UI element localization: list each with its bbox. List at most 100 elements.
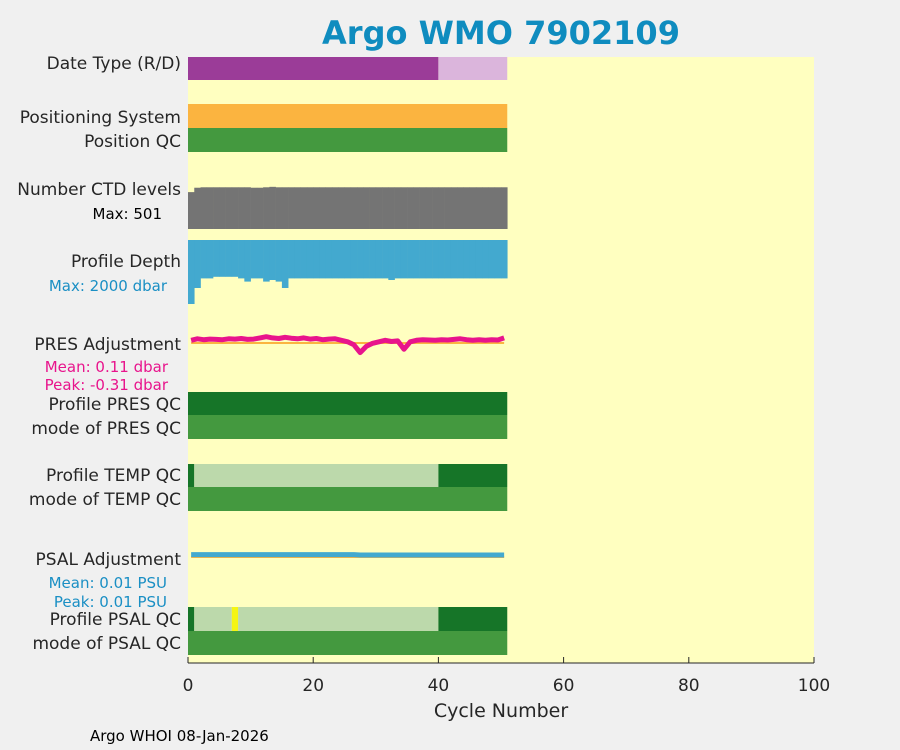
profile-depth-bar <box>375 240 383 279</box>
ctd-level-bar <box>350 187 358 229</box>
profile-depth-bar <box>369 240 377 279</box>
profile-depth-bar <box>400 240 408 279</box>
bar-positioning-system-0 <box>188 104 508 128</box>
label-positioning-system: Positioning System <box>20 108 181 128</box>
bar-date-type-r-d--0 <box>188 57 439 80</box>
profile-depth-bar <box>319 240 327 279</box>
ctd-level-bar <box>313 187 320 229</box>
profile-depth-bar <box>344 240 352 279</box>
ctd-level-bar <box>225 187 233 229</box>
ctd-level-bar <box>263 187 270 229</box>
ctd-level-bar <box>194 187 201 229</box>
ctd-level-bar <box>425 187 433 229</box>
ctd-level-bar <box>331 187 339 229</box>
profile-depth-bar <box>419 240 427 279</box>
profile-depth-bar <box>469 240 477 279</box>
profile-depth-bar <box>200 240 208 279</box>
profile-depth-bar <box>388 240 395 280</box>
label-profile-psal-qc: Profile PSAL QC <box>50 610 181 630</box>
profile-depth-bar <box>450 240 458 279</box>
label-date-type: Date Type (R/D) <box>47 54 181 74</box>
profile-depth-bar <box>425 240 433 279</box>
profile-depth-bar <box>306 240 314 279</box>
ctd-level-bar <box>457 187 464 229</box>
label-psal-mean: Mean: 0.01 PSU <box>49 574 167 592</box>
profile-depth-bar <box>432 240 439 279</box>
label-pres-mean: Mean: 0.11 dbar <box>45 358 169 376</box>
profile-depth-bar <box>206 240 214 279</box>
ctd-level-bar <box>438 187 445 229</box>
pres-adjustment-line <box>190 334 505 356</box>
ctd-level-bar <box>319 187 327 229</box>
x-tick-label: 20 <box>302 676 324 696</box>
profile-depth-bar <box>269 240 276 280</box>
ctd-level-bar <box>238 187 245 229</box>
ctd-level-bar <box>256 187 264 229</box>
ctd-level-bar <box>250 187 258 229</box>
ctd-level-bar <box>219 187 226 229</box>
label-mode-psal-qc: mode of PSAL QC <box>32 634 181 654</box>
profile-depth-bar <box>482 240 489 279</box>
chart-marks <box>188 57 508 655</box>
label-pres-peak: Peak: -0.31 dbar <box>45 376 169 394</box>
ctd-level-bar <box>357 187 364 229</box>
profile-depth-bar <box>275 240 283 282</box>
profile-depth-bar <box>219 240 226 277</box>
ctd-level-bar <box>482 187 489 229</box>
chart-title: Argo WMO 7902109 <box>322 14 680 52</box>
profile-depth-bar <box>407 240 414 279</box>
bar-mode-of-pres-qc-0 <box>188 415 508 439</box>
label-pres-adjustment: PRES Adjustment <box>34 335 181 355</box>
profile-depth-bar <box>382 240 389 279</box>
ctd-level-bar <box>432 187 439 229</box>
ctd-level-bar <box>469 187 477 229</box>
bar-profile-temp-qc-2 <box>438 464 508 487</box>
profile-depth-bar <box>281 240 289 288</box>
ctd-level-bar <box>213 187 220 229</box>
label-profile-depth: Profile Depth <box>71 252 181 272</box>
profile-depth-bar <box>350 240 358 279</box>
bar-mode-of-psal-qc-0 <box>188 631 508 655</box>
ctd-level-bar <box>419 187 427 229</box>
x-tick-label: 60 <box>553 676 575 696</box>
profile-depth-bar <box>288 240 295 279</box>
label-position-qc: Position QC <box>84 132 181 152</box>
profile-depth-bar <box>438 240 445 279</box>
plot-area <box>188 57 814 663</box>
x-tick-label: 40 <box>428 676 450 696</box>
ctd-level-bar <box>363 187 370 229</box>
label-num-ctd-levels: Number CTD levels <box>17 180 181 200</box>
profile-depth-bar <box>363 240 370 279</box>
bar-profile-temp-qc-1 <box>194 464 439 487</box>
profile-depth-bar <box>494 240 502 279</box>
bar-profile-temp-qc-0 <box>188 464 195 487</box>
profile-depth-bar <box>463 240 470 279</box>
profile-depth-bar <box>263 240 270 282</box>
x-tick-label: 100 <box>798 676 830 696</box>
ctd-level-bar <box>375 187 383 229</box>
ctd-level-bar <box>231 187 239 229</box>
profile-depth-bar <box>475 240 483 279</box>
bar-profile-pres-qc-0 <box>188 392 508 415</box>
ctd-level-bar <box>325 187 333 229</box>
profile-depth-bar <box>331 240 339 279</box>
x-axis: 0 20 40 60 80 100 <box>183 657 830 696</box>
ctd-level-bar <box>494 187 502 229</box>
ctd-level-bar <box>450 187 458 229</box>
ctd-level-bar <box>244 187 251 229</box>
ctd-level-bar <box>394 187 402 229</box>
bar-position-qc-0 <box>188 128 508 152</box>
profile-depth-bar <box>394 240 402 279</box>
label-mode-pres-qc: mode of PRES QC <box>31 419 181 439</box>
profile-depth-bar <box>213 240 220 277</box>
profile-depth-bar <box>488 240 496 279</box>
ctd-level-bar <box>501 187 508 229</box>
footer-text: Argo WHOI 08-Jan-2026 <box>90 727 269 745</box>
x-axis-label: Cycle Number <box>434 700 568 722</box>
ctd-level-bar <box>344 187 352 229</box>
ctd-level-bar <box>275 187 283 229</box>
ctd-level-bar <box>369 187 377 229</box>
ctd-level-bar <box>407 187 414 229</box>
profile-depth-bar <box>231 240 239 277</box>
